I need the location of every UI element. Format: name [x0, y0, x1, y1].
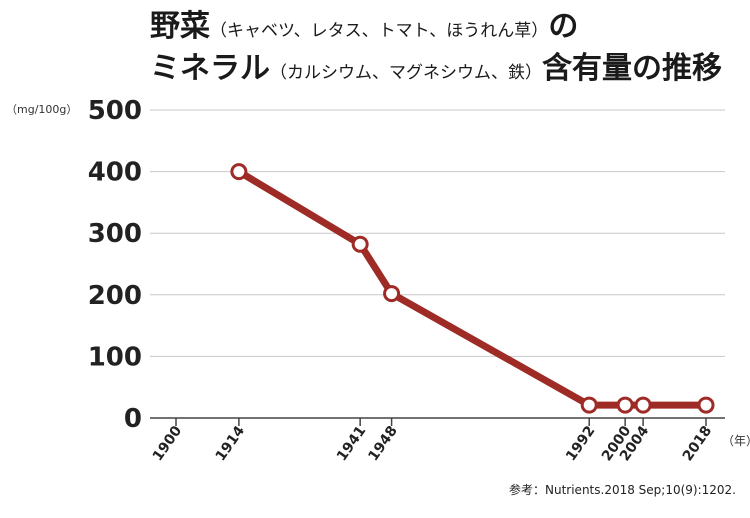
- title-line-2: ミネラル（カルシウム、マグネシウム、鉄）含有量の推移: [150, 50, 740, 92]
- data-point: [580, 396, 598, 414]
- title-line-1-sub: （キャベツ、レタス、トマト、ほうれん草）: [210, 21, 549, 41]
- title-line-1: 野菜（キャベツ、レタス、トマト、ほうれん草）の: [150, 8, 740, 50]
- title-line-1-end: の: [548, 9, 579, 44]
- y-unit-label: （mg/100g）: [6, 103, 78, 116]
- source-note: 参考：Nutrients.2018 Sep;10(9):1202.: [509, 483, 736, 497]
- y-tick-label: 100: [88, 342, 142, 372]
- chart-title: 野菜（キャベツ、レタス、トマト、ほうれん草）の ミネラル（カルシウム、マグネシウ…: [150, 8, 740, 92]
- series-line: [235, 168, 710, 409]
- y-tick-label: 400: [88, 158, 142, 188]
- y-tick-label: 500: [88, 96, 142, 126]
- title-line-2-sub: （カルシウム、マグネシウム、鉄）: [270, 63, 542, 83]
- title-line-2-main: ミネラル: [150, 51, 270, 86]
- x-tick-label: 1941: [334, 423, 369, 464]
- x-tick-label: 1992: [563, 423, 598, 464]
- data-point: [616, 396, 634, 414]
- x-tick-label: 2018: [680, 423, 715, 464]
- data-point: [351, 235, 369, 253]
- x-tick-label: 1900: [150, 423, 186, 464]
- x-unit-label: （年）: [722, 434, 750, 448]
- y-tick-label: 200: [88, 281, 142, 311]
- title-line-1-main: 野菜: [150, 9, 210, 44]
- y-tick-label: 300: [88, 219, 142, 249]
- y-tick-label: 0: [124, 404, 142, 434]
- x-tick-label: 1948: [365, 423, 400, 464]
- title-line-2-end: 含有量の推移: [542, 51, 722, 86]
- x-tick-label: 1914: [213, 423, 249, 464]
- data-point: [634, 396, 652, 414]
- data-point: [383, 285, 401, 303]
- data-point: [230, 163, 248, 181]
- data-point: [697, 396, 715, 414]
